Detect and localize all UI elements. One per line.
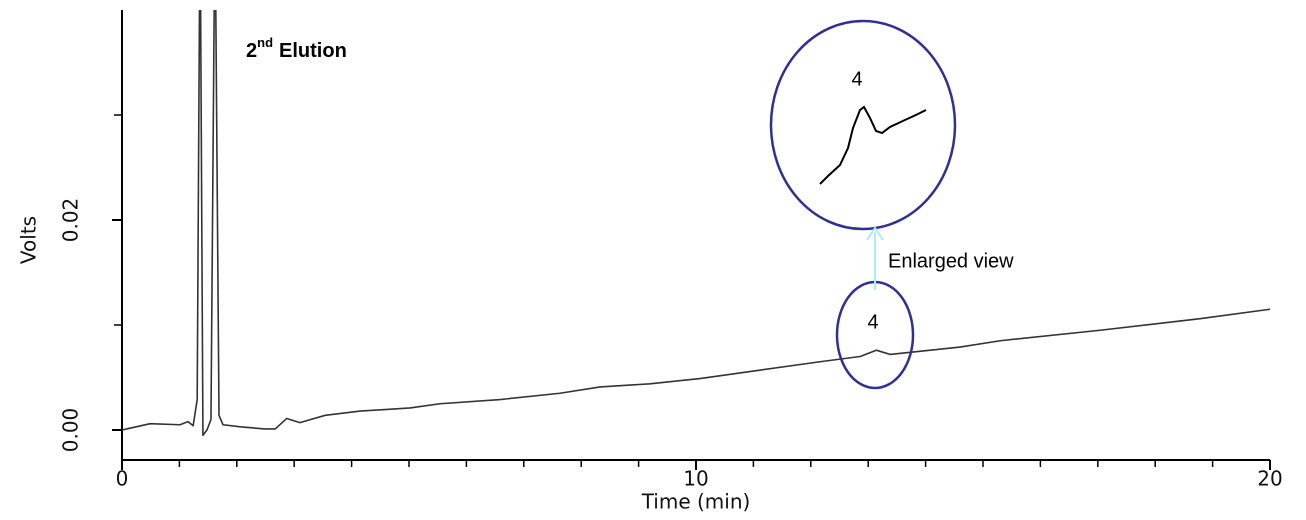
x-tick-label: 0 (116, 467, 129, 491)
x-axis-label: Time (min) (641, 490, 751, 514)
y-axis-label: Volts (17, 216, 41, 264)
x-tick-label: 10 (683, 467, 708, 491)
x-tick-label: 20 (1257, 467, 1282, 491)
peak-label: 4 (867, 311, 878, 333)
y-tick-label: 0.00 (59, 408, 83, 453)
elution-label: 2nd Elution (246, 35, 347, 62)
data-line (121, 10, 1271, 437)
inset-circle (769, 19, 957, 231)
inset-curve (819, 105, 927, 185)
y-tick-label: 0.02 (59, 198, 83, 243)
elution-sup: nd (257, 35, 273, 50)
elution-base: 2 (246, 40, 257, 62)
inset-label: 4 (851, 68, 862, 90)
elution-text: Elution (279, 40, 347, 62)
arrow-head (866, 226, 884, 241)
peak-circle (835, 280, 915, 390)
enlarged-label: Enlarged view (888, 250, 1014, 272)
plot-area (121, 10, 1271, 437)
